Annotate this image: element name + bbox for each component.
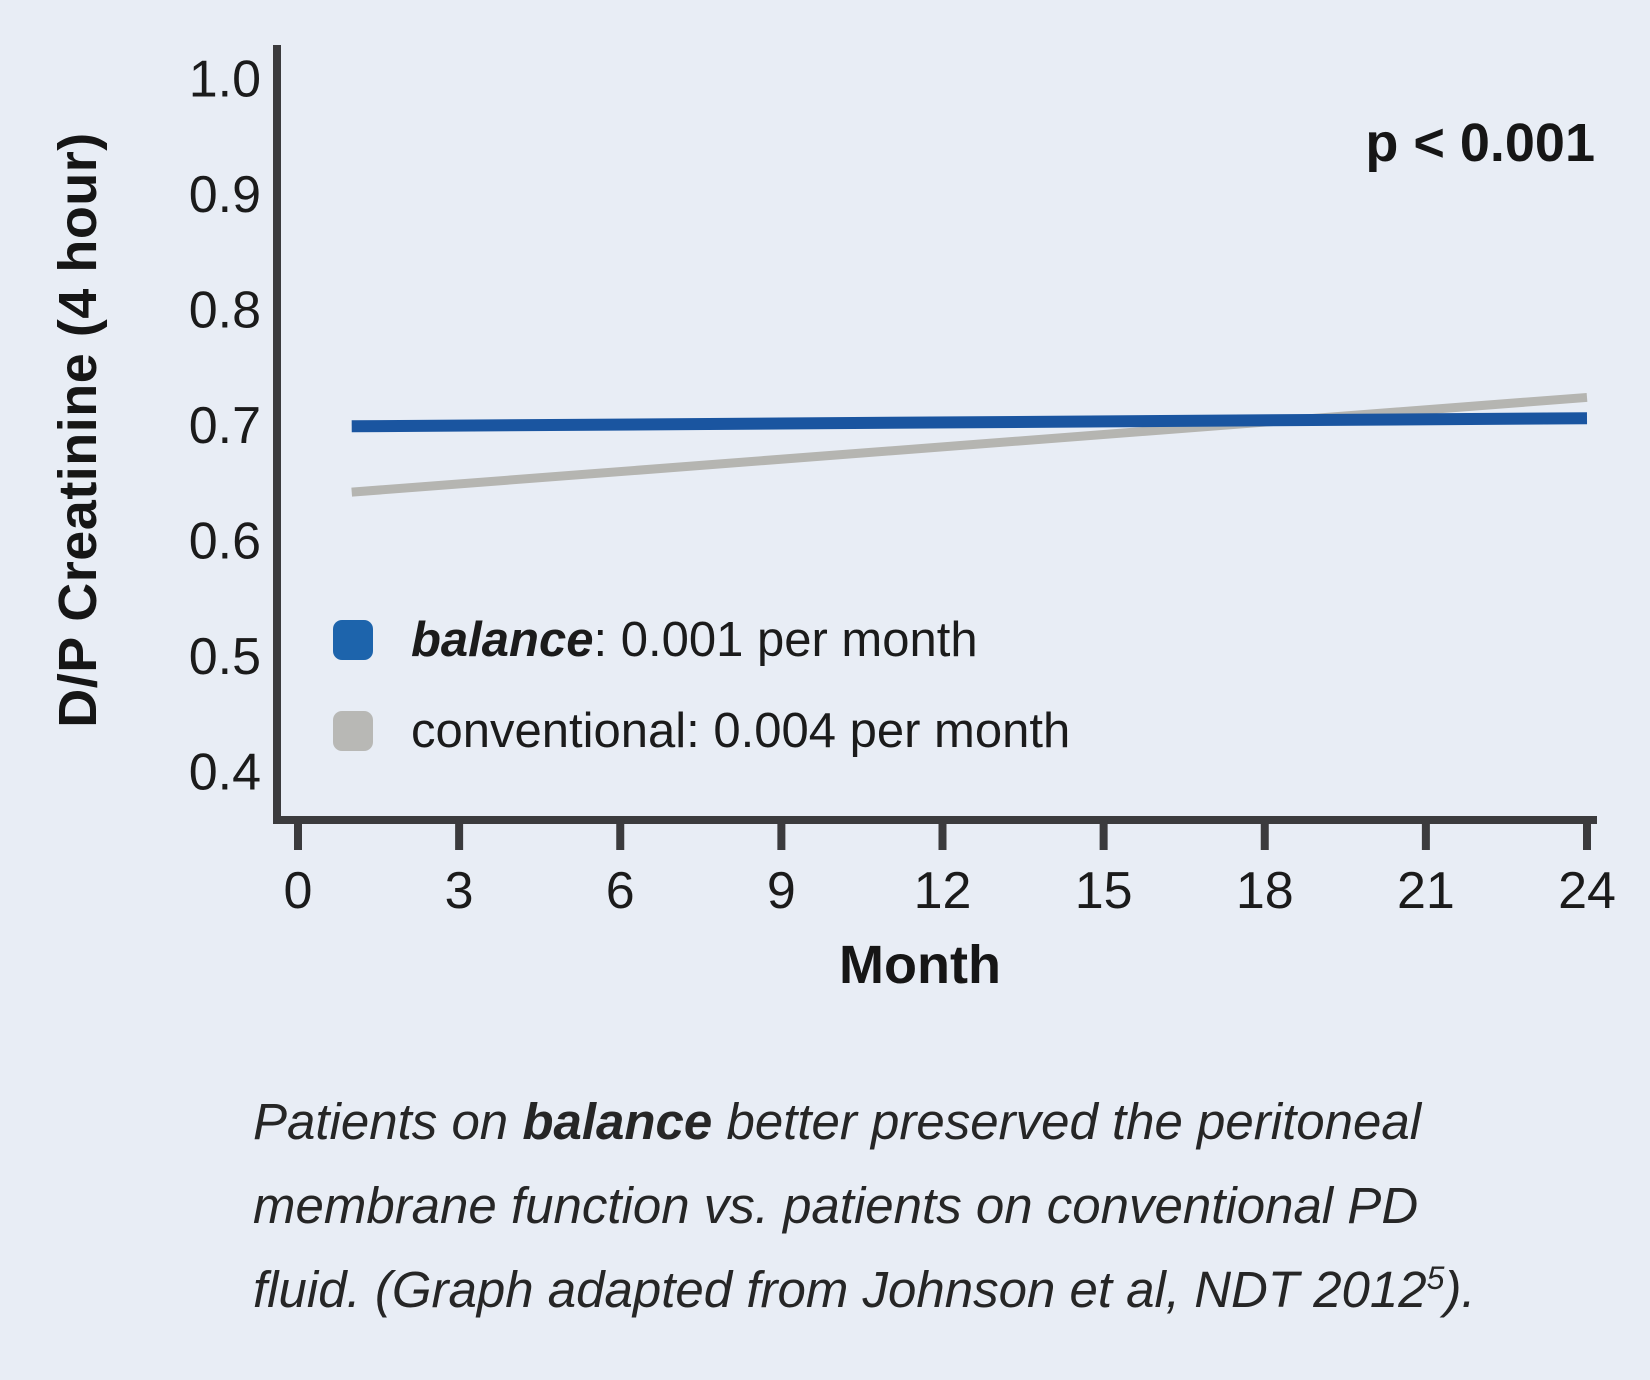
legend-swatch-conventional bbox=[333, 711, 373, 751]
caption-reference-superscript: 5 bbox=[1426, 1260, 1445, 1296]
legend-label-conventional: conventional: 0.004 per month bbox=[411, 704, 1071, 758]
y-axis-tick-label: 1.0 bbox=[189, 51, 261, 109]
y-axis-tick-label: 0.9 bbox=[189, 166, 261, 224]
series-line-conventional bbox=[351, 392, 1588, 497]
x-axis-tick-label: 3 bbox=[445, 862, 474, 920]
axes bbox=[273, 45, 1597, 824]
legend: balance: 0.001 per month conventional: 0… bbox=[333, 613, 1070, 800]
legend-item-balance: balance: 0.001 per month bbox=[333, 613, 1070, 667]
y-axis-title: D/P Creatinine (4 hour) bbox=[48, 132, 108, 728]
y-axis-tick-label: 0.5 bbox=[189, 628, 261, 686]
x-axis-tick-label: 9 bbox=[767, 862, 796, 920]
y-axis-tick-label: 0.6 bbox=[189, 513, 261, 571]
x-axis-tick-label: 15 bbox=[1075, 862, 1133, 920]
x-axis-tick-label: 6 bbox=[606, 862, 635, 920]
figure-caption: Patients on balance better preserved the… bbox=[253, 1080, 1533, 1332]
x-axis-tick-label: 24 bbox=[1558, 862, 1616, 920]
caption-line-1: Patients on balance better preserved the… bbox=[253, 1093, 1422, 1150]
y-axis-tick-label: 0.8 bbox=[189, 282, 261, 340]
x-axis-tick-label: 12 bbox=[914, 862, 972, 920]
x-axis-title: Month bbox=[839, 935, 1001, 995]
legend-swatch-balance bbox=[333, 620, 373, 660]
x-axis-tick-label: 21 bbox=[1397, 862, 1455, 920]
series-line-balance bbox=[351, 412, 1588, 433]
y-axis-tick-label: 0.4 bbox=[189, 744, 261, 802]
y-axis-tick-label: 0.7 bbox=[189, 397, 261, 455]
caption-line-3: fluid. (Graph adapted from Johnson et al… bbox=[253, 1260, 1476, 1318]
x-axis-tick-label: 0 bbox=[284, 862, 313, 920]
caption-line-2: membrane function vs. patients on conven… bbox=[253, 1177, 1419, 1234]
line-chart: 0 3 6 9 12 15 18 21 24 0.4 0.5 0.6 0.7 0.8 0.9 1.0 bbox=[189, 45, 1616, 920]
p-value-annotation: p < 0.001 bbox=[1365, 113, 1595, 173]
x-axis-tick-label: 18 bbox=[1236, 862, 1294, 920]
legend-label-balance: balance: 0.001 per month bbox=[411, 613, 978, 667]
legend-item-conventional: conventional: 0.004 per month bbox=[333, 704, 1070, 758]
